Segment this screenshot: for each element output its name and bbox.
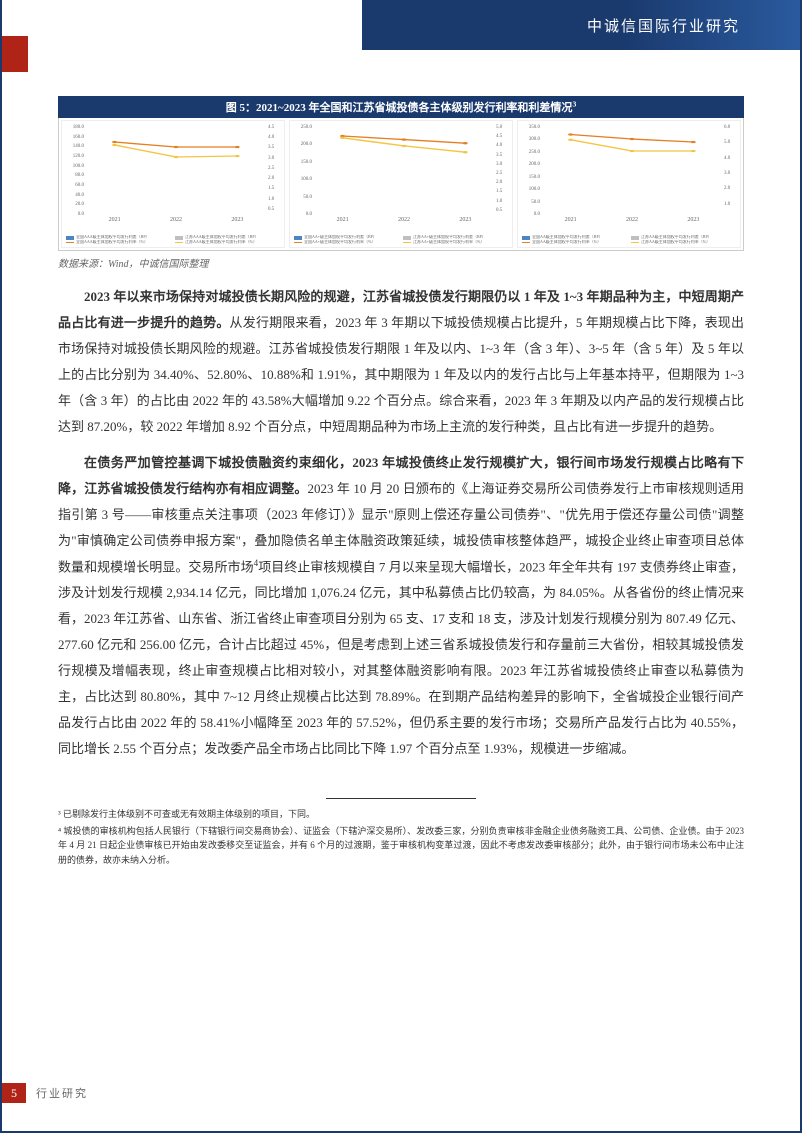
footnote-separator: [326, 798, 476, 799]
chart-panels: 180.0160.0140.0120.0100.080.060.040.020.…: [58, 118, 744, 250]
footer: 5 行业研究: [2, 1083, 88, 1103]
header-title: 中诚信国际行业研究: [587, 15, 740, 36]
chart-subplot: 350.0300.0250.0200.0150.0100.050.00.06.0…: [517, 120, 741, 248]
paragraph-1: 2023 年以来市场保持对城投债长期风险的规避，江苏省城投债发行期限仍以 1 年…: [58, 284, 744, 440]
footer-label: 行业研究: [36, 1085, 88, 1101]
content-area: 图 5：2021~2023 年全国和江苏省城投债各主体级别发行利率和利差情况3 …: [58, 96, 744, 869]
chart-subplot: 180.0160.0140.0120.0100.080.060.040.020.…: [61, 120, 285, 248]
chart-title: 图 5：2021~2023 年全国和江苏省城投债各主体级别发行利率和利差情况3: [58, 96, 744, 118]
red-corner-tab: [2, 36, 28, 72]
page-number: 5: [2, 1083, 26, 1103]
chart-source: 数据来源：Wind，中诚信国际整理: [58, 250, 744, 274]
footnotes: ³ 已剔除发行主体级别不可查或无有效期主体级别的项目，下同。 ⁴ 城投债的审核机…: [58, 807, 744, 867]
header-bar: 中诚信国际行业研究: [362, 0, 800, 50]
body-text: 2023 年以来市场保持对城投债长期风险的规避，江苏省城投债发行期限仍以 1 年…: [58, 284, 744, 762]
footnote-4: ⁴ 城投债的审核机构包括人民银行（下辖银行间交易商协会）、证监会（下辖沪深交易所…: [58, 824, 744, 867]
paragraph-2: 在债务严加管控基调下城投债融资约束细化，2023 年城投债终止发行规模扩大，银行…: [58, 450, 744, 762]
footnote-3: ³ 已剔除发行主体级别不可查或无有效期主体级别的项目，下同。: [58, 807, 744, 821]
chart-subplot: 250.0200.0150.0100.050.00.05.04.54.03.53…: [289, 120, 513, 248]
page: 中诚信国际行业研究 图 5：2021~2023 年全国和江苏省城投债各主体级别发…: [0, 0, 802, 1133]
